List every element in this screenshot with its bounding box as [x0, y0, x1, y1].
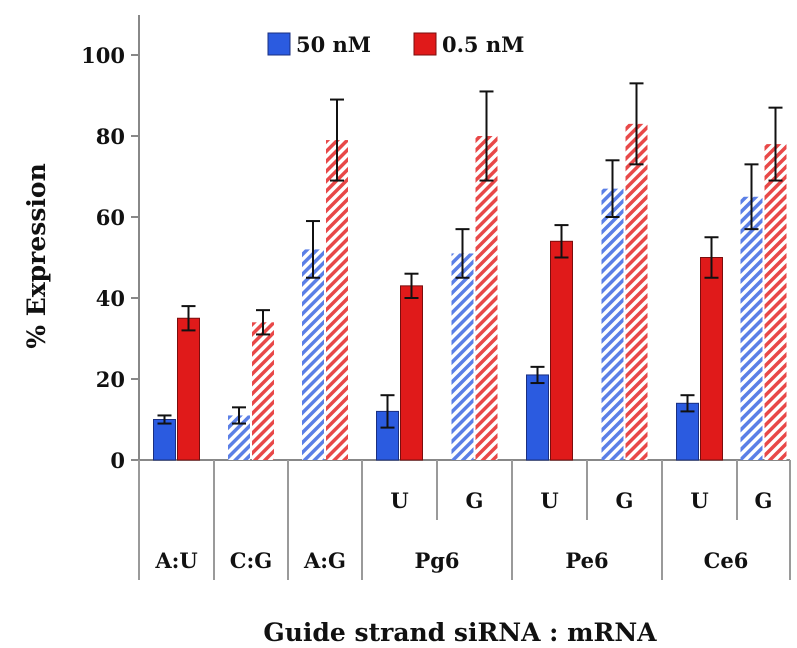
- bar-50nm: [451, 253, 474, 460]
- sub-label: G: [616, 488, 634, 513]
- category-table: U G U G U G A:U C:G A:G Pg6 Pe6 Ce6: [138, 460, 791, 580]
- y-tick-label: 100: [81, 43, 125, 68]
- category-label: A:G: [303, 548, 346, 573]
- legend-swatch-50nm: [267, 32, 291, 56]
- y-tick-label: 20: [96, 367, 125, 392]
- category-label: Pe6: [565, 548, 608, 573]
- category-label: Pg6: [414, 548, 459, 573]
- sub-label: G: [466, 488, 484, 513]
- bar-50nm: [153, 419, 176, 461]
- y-tick-label: 40: [96, 286, 125, 311]
- y-tick-label: 60: [96, 205, 125, 230]
- y-tick-label: 0: [110, 448, 125, 473]
- y-tick-label: 80: [96, 124, 125, 149]
- legend-label-50nm: 50 nM: [296, 32, 371, 57]
- bar-50nm: [601, 188, 624, 460]
- legend: 50 nM 0.5 nM: [267, 32, 524, 57]
- bar-05nm: [326, 140, 348, 461]
- category-label: C:G: [230, 548, 272, 573]
- bar-05nm: [700, 257, 723, 461]
- bar-05nm: [475, 136, 498, 460]
- bar-05nm: [764, 144, 787, 460]
- legend-label-05nm: 0.5 nM: [442, 32, 524, 57]
- y-axis-title: % Expression: [22, 163, 51, 348]
- sub-label: G: [755, 488, 773, 513]
- sub-label: U: [690, 488, 708, 513]
- x-axis-title: Guide strand siRNA : mRNA: [263, 618, 657, 647]
- sub-label: U: [540, 488, 558, 513]
- category-label: A:U: [154, 548, 197, 573]
- bar-50nm: [526, 374, 549, 461]
- bar-50nm: [228, 415, 250, 460]
- category-label: Ce6: [704, 548, 749, 573]
- bar-50nm: [302, 249, 324, 460]
- bar-05nm: [625, 123, 648, 460]
- bars-layer: [153, 82, 787, 461]
- legend-swatch-05nm: [413, 32, 437, 56]
- bar-05nm: [400, 285, 423, 461]
- bar-50nm: [740, 196, 763, 460]
- bar-05nm: [252, 322, 274, 460]
- bar-05nm: [550, 240, 573, 461]
- sub-label: U: [390, 488, 408, 513]
- bar-05nm: [177, 317, 200, 461]
